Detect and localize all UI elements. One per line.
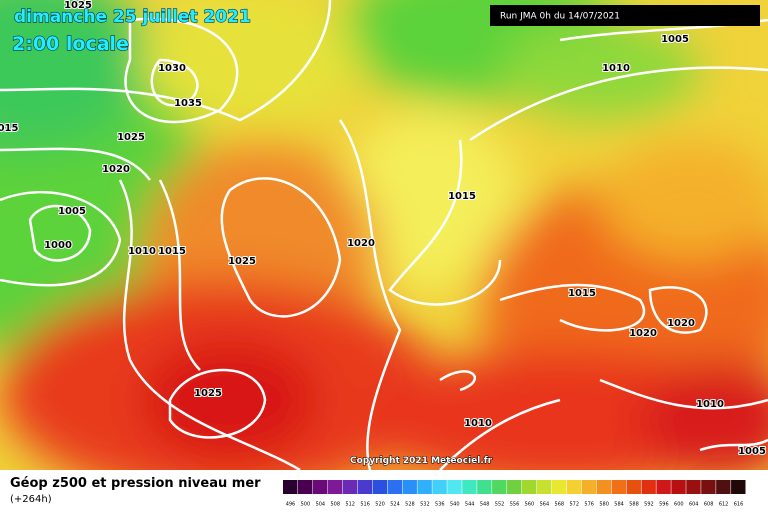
scale-label: 524 — [390, 502, 400, 508]
scale-swatch — [581, 480, 597, 494]
scale-label: 560 — [525, 502, 535, 508]
isobar-label: 1020 — [347, 238, 375, 249]
scale-label: 504 — [316, 502, 326, 508]
isobar-label: 1010 — [128, 246, 156, 257]
isobar-label: 1020 — [667, 318, 695, 329]
scale-swatch — [551, 480, 567, 494]
scale-label: 588 — [629, 502, 639, 508]
run-label: Run JMA 0h du 14/07/2021 — [500, 12, 620, 22]
isobar-label: 1005 — [738, 446, 766, 457]
scale-label: 496 — [286, 502, 296, 508]
color-scale: 496 500 504 508 512 516 520 524 528 532 536 540 544 5… — [283, 480, 746, 508]
isobar-label: 1025 — [194, 388, 222, 399]
scale-label: 596 — [659, 502, 669, 508]
scale-label: 612 — [719, 502, 729, 508]
scale-swatch — [656, 480, 671, 494]
isobar-label: 1035 — [174, 98, 202, 109]
scale-label: 516 — [360, 502, 370, 508]
scale-label: 528 — [405, 502, 415, 508]
scale-label: 600 — [674, 502, 684, 508]
scale-swatch — [611, 480, 627, 494]
copyright: Copyright 2021 Meteociel.fr — [350, 456, 493, 466]
scale-swatch — [477, 480, 492, 494]
scale-swatch — [641, 480, 656, 494]
scale-swatch — [297, 480, 313, 494]
scale-swatch — [492, 480, 507, 494]
isobars — [0, 0, 768, 472]
isobar-label: 1020 — [629, 328, 657, 339]
scale-label: 580 — [599, 502, 609, 508]
scale-label: 544 — [465, 502, 475, 508]
scale-label: 592 — [644, 502, 654, 508]
map-title: dimanche 25 juillet 2021 — [14, 7, 251, 27]
footer-title: Géop z500 et pression niveau mer — [10, 476, 261, 491]
scale-swatch — [342, 480, 358, 494]
isobar-label: 1010 — [696, 399, 724, 410]
scale-swatch — [626, 480, 641, 494]
scale-swatch — [686, 480, 701, 494]
scale-swatch — [447, 480, 462, 494]
isobar-label: 1025 — [117, 132, 145, 143]
scale-label: 568 — [555, 502, 565, 508]
scale-label: 556 — [510, 502, 520, 508]
isobar-label: 1015 — [568, 288, 596, 299]
scale-swatch — [312, 480, 328, 494]
scale-swatch — [566, 480, 582, 494]
isobar-label: 1010 — [464, 418, 492, 429]
scale-label: 552 — [495, 502, 505, 508]
isobar-label: 1025 — [228, 256, 256, 267]
scale-label: 508 — [331, 502, 341, 508]
scale-label: 540 — [450, 502, 460, 508]
scale-label: 564 — [540, 502, 550, 508]
isobar-label: 1000 — [44, 240, 72, 251]
scale-label: 584 — [614, 502, 624, 508]
scale-swatch — [402, 480, 417, 494]
scale-label: 576 — [584, 502, 594, 508]
isobar-label: 1005 — [58, 206, 86, 217]
scale-swatch — [596, 480, 612, 494]
run-box — [490, 5, 760, 26]
scale-swatch — [536, 480, 552, 494]
scale-swatch — [521, 480, 537, 494]
scale-label: 520 — [375, 502, 385, 508]
scale-swatch — [283, 480, 298, 494]
footer-lead: (+264h) — [10, 494, 52, 505]
scale-swatch — [507, 480, 522, 494]
isobar-label: 1005 — [661, 34, 689, 45]
isobar-label: 015 — [0, 123, 18, 134]
isobar-label: 1030 — [158, 63, 186, 74]
scale-label: 532 — [420, 502, 430, 508]
scale-label: 536 — [435, 502, 445, 508]
scale-label: 548 — [480, 502, 490, 508]
scale-label: 512 — [345, 502, 355, 508]
scale-label: 604 — [689, 502, 699, 508]
scale-swatch — [417, 480, 432, 494]
scale-swatch — [701, 480, 716, 494]
scale-swatch — [372, 480, 388, 494]
isobar-label: 1015 — [158, 246, 186, 257]
scale-label: 572 — [569, 502, 579, 508]
map-subtitle: 2:00 locale — [12, 33, 129, 55]
scale-swatch — [432, 480, 447, 494]
scale-swatch — [387, 480, 402, 494]
scale-swatch — [716, 480, 731, 494]
isobar-label: 1015 — [448, 191, 476, 202]
scale-swatch — [731, 480, 746, 494]
scale-label: 608 — [704, 502, 714, 508]
isobar-label: 1025 — [64, 0, 92, 11]
scale-swatch — [327, 480, 343, 494]
scale-swatch — [357, 480, 373, 494]
isobar-label: 1010 — [602, 63, 630, 74]
scale-swatch — [462, 480, 477, 494]
isobar-label: 1020 — [102, 164, 130, 175]
geopotential-field — [0, 0, 768, 470]
scale-label: 616 — [734, 502, 744, 508]
scale-label: 500 — [301, 502, 311, 508]
scale-swatch — [671, 480, 686, 494]
